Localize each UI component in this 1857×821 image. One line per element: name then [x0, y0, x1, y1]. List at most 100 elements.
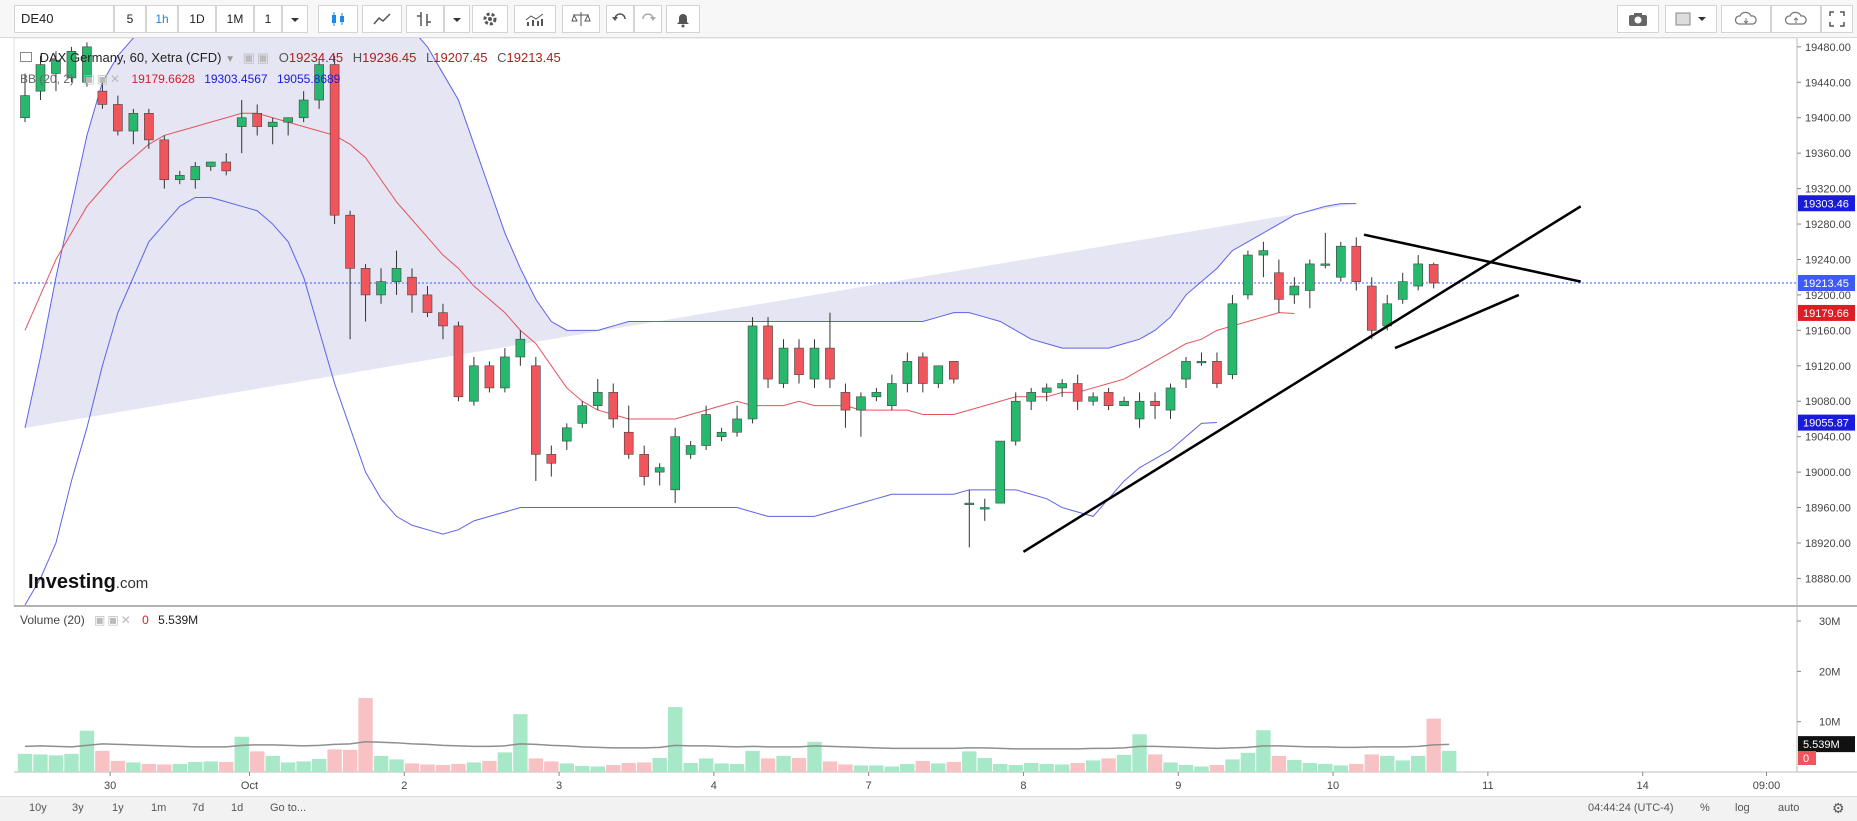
- cloud-download-icon[interactable]: [1721, 5, 1771, 33]
- settings-icon[interactable]: ⚙: [1832, 800, 1845, 816]
- volume-bar: [420, 764, 435, 772]
- volume-tools-icon[interactable]: ▣▣✕: [94, 613, 133, 627]
- volume-bar: [327, 749, 342, 772]
- legend-tools-icon[interactable]: ▣▣: [242, 50, 272, 65]
- range-1m[interactable]: 1m: [151, 802, 167, 814]
- volume-bar: [373, 755, 389, 772]
- candle-body: [763, 325, 773, 380]
- volume-label[interactable]: Volume (20): [20, 613, 85, 627]
- candle: [1413, 255, 1423, 291]
- legend-instrument[interactable]: DAX Germany, 60, Xetra (CFD): [39, 50, 222, 65]
- interval-5[interactable]: 5: [114, 5, 146, 33]
- volume-bar: [451, 763, 466, 772]
- settings-icon[interactable]: [472, 5, 508, 33]
- time-tick-label: 09:00: [1753, 780, 1781, 792]
- line-chart-icon[interactable]: [362, 5, 402, 33]
- volume-bar: [977, 757, 992, 772]
- chart-canvas[interactable]: 18880.00 18920.00 18960.00 19000.00 19040.00…: [0, 28, 1857, 796]
- compare-icon[interactable]: [562, 5, 600, 33]
- candle-body: [438, 312, 448, 327]
- candle: [314, 60, 324, 109]
- volume-bar: [962, 751, 977, 772]
- candle-body: [979, 507, 990, 510]
- candle: [902, 352, 913, 393]
- redo-icon[interactable]: [634, 5, 662, 33]
- candle-body: [948, 361, 959, 380]
- price-tick-label: 19080.00: [1805, 396, 1851, 408]
- time-tick-label: 10: [1327, 780, 1339, 792]
- volume-bar: [1101, 758, 1116, 772]
- indicators-icon[interactable]: [406, 5, 444, 33]
- price-tick-label: 19120.00: [1805, 361, 1851, 373]
- undo-icon[interactable]: [606, 5, 634, 33]
- fullscreen-icon[interactable]: [1821, 5, 1853, 33]
- bb-lower-value: 19055.8689: [276, 72, 341, 86]
- range-1y[interactable]: 1y: [112, 802, 124, 814]
- auto-toggle[interactable]: auto: [1778, 802, 1800, 814]
- candle: [1336, 241, 1346, 282]
- volume-bar: [637, 762, 652, 772]
- bollinger-fill: [25, 29, 1357, 428]
- candle: [113, 95, 123, 136]
- time-tick-label: 30: [104, 780, 116, 792]
- interval-1h[interactable]: 1h: [146, 5, 178, 33]
- range-10y[interactable]: 10y: [29, 802, 47, 814]
- candle: [500, 348, 510, 393]
- legend-chevron-icon[interactable]: ▼: [225, 54, 235, 65]
- candle-body: [391, 268, 402, 282]
- candle-body: [236, 117, 247, 127]
- candle-body: [1072, 383, 1083, 402]
- symbol-input[interactable]: DE40: [14, 5, 114, 33]
- candle: [1103, 387, 1114, 411]
- camera-icon[interactable]: [1617, 5, 1659, 33]
- bar-chart-icon[interactable]: [514, 5, 556, 33]
- interval-1m[interactable]: 1M: [216, 5, 254, 33]
- goto-button[interactable]: Go to...: [270, 802, 307, 814]
- volume-bar: [544, 761, 559, 772]
- bollinger-lower-line: [24, 196, 1217, 606]
- candles-icon[interactable]: [318, 5, 358, 33]
- legend-collapse-icon[interactable]: [20, 52, 32, 62]
- candle-body: [1351, 245, 1362, 282]
- candle-body: [1382, 303, 1393, 327]
- badge-last-price-bg: [1798, 275, 1855, 292]
- color-swatch-icon[interactable]: [1665, 5, 1717, 33]
- interval-1d[interactable]: 1D: [178, 5, 216, 33]
- range-3y[interactable]: 3y: [72, 802, 84, 814]
- candle-body: [1181, 361, 1191, 380]
- volume-value: 0: [142, 613, 149, 627]
- log-toggle[interactable]: log: [1735, 802, 1750, 814]
- volume-bar: [714, 763, 729, 772]
- percent-toggle[interactable]: %: [1700, 802, 1710, 814]
- volume-bar: [900, 763, 915, 772]
- candle-body: [778, 347, 789, 384]
- volume-bar: [838, 764, 853, 772]
- bollinger-mid-line: [24, 112, 1295, 420]
- badge-bb-upper-bg: [1798, 195, 1855, 212]
- volume-bar: [1194, 766, 1209, 772]
- volume-bar: [1147, 754, 1163, 772]
- candle-body: [794, 347, 804, 375]
- alert-icon[interactable]: [666, 5, 700, 33]
- volume-bar: [250, 751, 265, 772]
- bb-tools-icon[interactable]: ▣▣✕: [83, 72, 123, 86]
- bb-label[interactable]: BB (20, 2): [20, 72, 75, 86]
- volume-bar: [1395, 760, 1410, 772]
- candle-body: [561, 427, 572, 442]
- range-1d[interactable]: 1d: [231, 802, 244, 814]
- volume-bar: [1411, 755, 1426, 772]
- volume-bar: [1256, 730, 1271, 772]
- chart-area[interactable]: 18880.00 18920.00 18960.00 19000.00 19040.00…: [0, 28, 1857, 796]
- candle: [345, 210, 355, 340]
- time-tick-label: 8: [1020, 780, 1026, 792]
- volume-bar: [157, 764, 172, 772]
- candle-body: [1088, 396, 1098, 402]
- volume-bar: [342, 749, 358, 772]
- chevron-down-icon[interactable]: [282, 5, 308, 33]
- candle: [407, 268, 417, 313]
- candle: [484, 361, 495, 393]
- cloud-upload-icon[interactable]: [1771, 5, 1821, 33]
- multiplier-select[interactable]: 1: [254, 5, 282, 33]
- chevron-down-icon[interactable]: [444, 5, 470, 33]
- range-7d[interactable]: 7d: [192, 802, 205, 814]
